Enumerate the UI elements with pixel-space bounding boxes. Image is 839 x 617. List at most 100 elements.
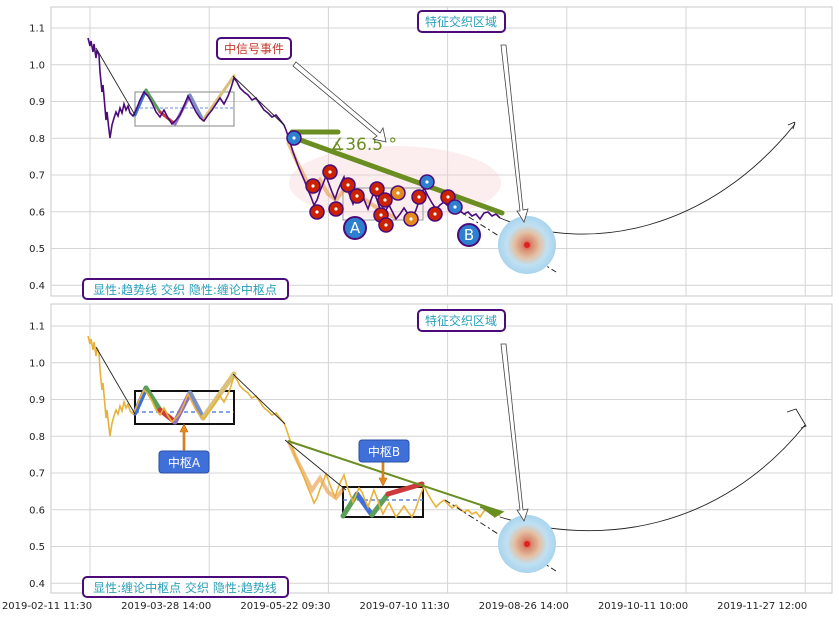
bottom-segments-segment	[385, 481, 425, 497]
top-pivot-marker-dot	[292, 136, 296, 140]
top-signal-text: 中信号事件	[224, 41, 284, 56]
top-target-core	[524, 242, 530, 248]
bottom-trendline-1	[95, 346, 136, 415]
top-trendline-1	[95, 47, 136, 116]
top-y-axis-ticks: 1.1 1.0 0.9 0.8 0.7 0.6 0.5 0.4	[29, 24, 45, 292]
bottom-y-tick-label: 1.0	[29, 358, 45, 369]
top-segments-segment	[144, 88, 162, 114]
bottom-plot-area	[50, 303, 833, 594]
bottom-grid	[51, 304, 832, 593]
top-pivot-marker-dot	[433, 212, 437, 216]
top-y-tick-label: 0.7	[29, 171, 45, 182]
bottom-center-box-b	[342, 486, 424, 518]
top-center-box-a	[134, 91, 235, 127]
top-legend-text: 显性:趋势线 交织 隐性:缠论中枢点	[93, 282, 277, 297]
bottom-target-core	[524, 541, 530, 547]
bottom-center-b-note: 中枢B	[358, 439, 410, 463]
x-tick-label: 2019-05-22 09:30	[240, 601, 330, 612]
top-zone-arrow	[500, 44, 529, 223]
bottom-y-tick-label: 0.7	[29, 469, 45, 480]
bottom-y-tick-label: 0.8	[29, 432, 45, 443]
top-y-tick-label: 1.1	[29, 24, 45, 35]
top-angle-label: ∡36.5 °	[330, 135, 397, 155]
top-pivot-marker-dot	[311, 184, 315, 188]
x-tick-label: 2019-07-10 11:30	[360, 601, 450, 612]
top-pivot-marker-dot	[446, 195, 450, 199]
top-plot-area	[50, 6, 833, 297]
top-signal-callout: 中信号事件	[216, 37, 292, 60]
top-pivot-markers	[286, 130, 463, 233]
top-projection-arrowhead	[787, 121, 796, 130]
top-pivot-marker-dot	[383, 198, 387, 202]
top-zone-text: 特征交织区域	[425, 14, 497, 29]
x-tick-label: 2019-11-27 12:00	[717, 601, 807, 612]
bottom-segments-segment	[200, 371, 237, 421]
top-y-tick-label: 0.6	[29, 207, 45, 218]
top-pivot-marker-dot	[334, 207, 338, 211]
bottom-legend-callout: 显性:缠论中枢点 交织 隐性:趋势线	[82, 576, 289, 598]
top-segments-segment	[201, 74, 236, 122]
bottom-legend-text: 显性:缠论中枢点 交织 隐性:趋势线	[93, 580, 277, 595]
top-pivot-marker-dot	[409, 217, 413, 221]
top-pivot-marker-dot	[375, 187, 379, 191]
top-y-tick-label: 0.8	[29, 134, 45, 145]
top-zone-callout: 特征交织区域	[417, 10, 506, 33]
top-pivot-marker-dot	[396, 191, 400, 195]
top-y-tick-label: 0.9	[29, 97, 45, 108]
bottom-panel: 1.1 1.0 0.9 0.8 0.7 0.6 0.5 0.4 2019-02-11 11:3…	[2, 303, 833, 612]
bottom-segments-segment	[143, 385, 163, 413]
top-y-tick-label: 0.4	[29, 281, 45, 292]
bottom-zone-callout: 特征交织区域	[417, 309, 506, 332]
bottom-center-a-text: 中枢A	[168, 455, 201, 470]
top-trend-segments	[133, 74, 397, 220]
top-mark-a: A	[343, 216, 367, 240]
top-trendline-2	[232, 75, 286, 127]
x-tick-label: 2019-08-26 14:00	[479, 601, 569, 612]
bottom-y-tick-label: 0.6	[29, 505, 45, 516]
top-mark-b: B	[457, 223, 481, 247]
top-mark-a-label: A	[350, 219, 361, 237]
bottom-trendline-2	[232, 373, 286, 425]
bottom-segments-segment	[354, 491, 375, 518]
bottom-center-a-note: 中枢A	[158, 450, 210, 474]
bottom-projection-hook	[786, 408, 807, 429]
bottom-segments-segment	[187, 390, 206, 421]
bottom-zone-arrow	[500, 343, 529, 522]
bottom-segments-segment	[132, 385, 149, 416]
bottom-center-a-arrow	[179, 423, 189, 451]
top-segments-segment	[188, 93, 205, 122]
bottom-green-trendline	[287, 440, 503, 513]
top-pivot-marker-dot	[379, 213, 383, 217]
bottom-center-b-arrow	[378, 461, 388, 487]
top-signal-arrow	[292, 61, 387, 143]
x-tick-label: 2019-03-28 14:00	[121, 601, 211, 612]
top-pivot-marker-dot	[315, 210, 319, 214]
bottom-zone-text: 特征交织区域	[425, 313, 497, 328]
bottom-x-axis-ticks: 2019-02-11 11:30 2019-03-28 14:00 2019-05-…	[2, 601, 807, 612]
top-highlight-segment	[286, 141, 397, 220]
bottom-y-tick-label: 1.1	[29, 322, 45, 333]
top-pivot-marker-dot	[346, 183, 350, 187]
top-pivot-marker-dot	[384, 223, 388, 227]
bottom-y-tick-label: 0.5	[29, 542, 45, 553]
top-segments-segment	[133, 88, 148, 117]
top-pivot-marker-dot	[417, 195, 421, 199]
top-panel: 1.1 1.0 0.9 0.8 0.7 0.6 0.5 0.4 A B	[29, 6, 833, 300]
top-pivot-marker-dot	[355, 194, 359, 198]
bottom-trendline-3	[284, 439, 347, 491]
bottom-y-axis-ticks: 1.1 1.0 0.9 0.8 0.7 0.6 0.5 0.4	[29, 322, 45, 590]
top-mark-b-label: B	[464, 226, 474, 244]
top-y-tick-label: 0.5	[29, 244, 45, 255]
top-legend-callout: 显性:趋势线 交织 隐性:缠论中枢点	[82, 278, 289, 300]
bottom-y-tick-label: 0.4	[29, 579, 45, 590]
top-grid	[51, 7, 832, 296]
bottom-y-tick-label: 0.9	[29, 395, 45, 406]
top-pivot-marker-dot	[425, 180, 429, 184]
top-green-trendline	[289, 134, 505, 216]
top-y-tick-label: 1.0	[29, 60, 45, 71]
x-tick-label: 2019-10-11 10:00	[598, 601, 688, 612]
top-pivot-marker-dot	[328, 170, 332, 174]
bottom-green-arrowhead	[479, 506, 505, 518]
top-pivot-marker-dot	[453, 205, 457, 209]
